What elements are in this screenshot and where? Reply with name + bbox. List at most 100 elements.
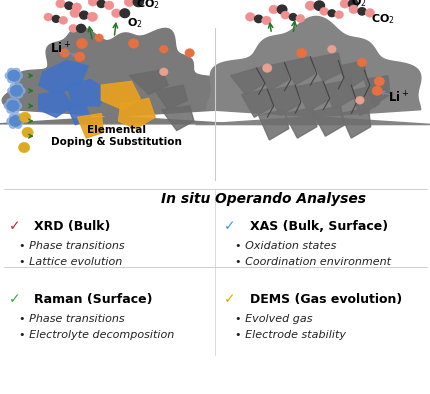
Text: CO$_2$: CO$_2$ <box>135 0 159 11</box>
Text: In situ: In situ <box>161 192 215 206</box>
Circle shape <box>10 84 17 90</box>
Circle shape <box>88 0 98 6</box>
Text: Li$^+$: Li$^+$ <box>49 41 71 57</box>
Circle shape <box>15 103 22 109</box>
Circle shape <box>295 15 304 22</box>
Circle shape <box>8 76 15 83</box>
Text: O$_2$: O$_2$ <box>350 0 366 9</box>
Text: ✓: ✓ <box>224 219 235 234</box>
Text: Operando Analyses: Operando Analyses <box>215 192 366 206</box>
Text: DEMS (Gas evolution): DEMS (Gas evolution) <box>249 293 401 306</box>
Polygon shape <box>258 110 288 140</box>
Circle shape <box>12 98 19 105</box>
Polygon shape <box>67 80 108 106</box>
Circle shape <box>8 70 20 81</box>
Circle shape <box>9 122 16 128</box>
Text: • Coordination environment: • Coordination environment <box>234 257 390 267</box>
Text: • Lattice evolution: • Lattice evolution <box>19 257 123 267</box>
Polygon shape <box>39 61 88 95</box>
Polygon shape <box>241 89 273 117</box>
Polygon shape <box>101 81 140 110</box>
Text: • Electrolyte decomposition: • Electrolyte decomposition <box>19 330 174 340</box>
Text: CO$_2$: CO$_2$ <box>370 12 393 26</box>
Polygon shape <box>0 27 235 124</box>
Circle shape <box>60 48 69 57</box>
Circle shape <box>18 87 25 94</box>
Polygon shape <box>363 76 389 106</box>
Circle shape <box>12 107 19 113</box>
Circle shape <box>97 0 105 7</box>
Circle shape <box>356 58 366 67</box>
Circle shape <box>8 69 15 75</box>
Polygon shape <box>312 106 344 136</box>
Circle shape <box>15 84 22 90</box>
Circle shape <box>159 45 168 53</box>
Circle shape <box>22 127 33 138</box>
Polygon shape <box>295 81 327 112</box>
Circle shape <box>371 86 381 95</box>
Circle shape <box>296 48 306 58</box>
Circle shape <box>80 11 88 19</box>
Circle shape <box>9 114 16 120</box>
Polygon shape <box>230 68 264 95</box>
Polygon shape <box>77 113 103 138</box>
Circle shape <box>334 11 343 19</box>
Text: • Evolved gas: • Evolved gas <box>234 314 312 324</box>
Text: • Electrode stability: • Electrode stability <box>234 330 345 340</box>
Text: • Oxidation states: • Oxidation states <box>234 241 335 251</box>
Circle shape <box>76 38 87 48</box>
Text: XRD (Bulk): XRD (Bulk) <box>34 220 111 233</box>
Polygon shape <box>118 98 155 128</box>
Polygon shape <box>350 85 378 115</box>
Circle shape <box>52 15 60 22</box>
Circle shape <box>262 64 271 72</box>
Circle shape <box>15 122 22 128</box>
Circle shape <box>77 24 85 32</box>
Circle shape <box>339 0 349 8</box>
Circle shape <box>4 103 11 109</box>
Circle shape <box>289 14 296 20</box>
Polygon shape <box>161 106 194 130</box>
Circle shape <box>95 34 103 42</box>
Text: ✓: ✓ <box>9 219 20 234</box>
Circle shape <box>184 48 194 57</box>
Polygon shape <box>267 85 299 115</box>
Circle shape <box>254 15 262 22</box>
Circle shape <box>59 16 68 24</box>
Circle shape <box>5 72 12 79</box>
Circle shape <box>8 87 15 94</box>
FancyBboxPatch shape <box>0 0 430 189</box>
Text: ✓: ✓ <box>9 292 20 307</box>
Polygon shape <box>310 53 342 81</box>
Circle shape <box>15 92 22 98</box>
Circle shape <box>111 9 121 18</box>
Polygon shape <box>284 57 314 85</box>
Circle shape <box>133 0 143 7</box>
Circle shape <box>327 45 335 53</box>
Circle shape <box>128 39 138 48</box>
Circle shape <box>327 10 335 17</box>
Circle shape <box>120 9 129 18</box>
Circle shape <box>15 114 22 120</box>
Circle shape <box>245 13 255 21</box>
Circle shape <box>15 72 22 79</box>
Circle shape <box>313 1 324 10</box>
Text: ✓: ✓ <box>224 292 235 307</box>
Circle shape <box>364 9 374 17</box>
Circle shape <box>268 5 278 14</box>
Circle shape <box>7 118 14 124</box>
Polygon shape <box>195 17 430 125</box>
Circle shape <box>280 11 289 19</box>
Polygon shape <box>129 70 168 95</box>
Circle shape <box>87 12 98 22</box>
Circle shape <box>10 92 17 98</box>
Polygon shape <box>155 85 187 110</box>
Circle shape <box>7 98 14 105</box>
Circle shape <box>124 0 134 7</box>
Polygon shape <box>284 108 316 138</box>
Text: XAS (Bulk, Surface): XAS (Bulk, Surface) <box>249 220 387 233</box>
Circle shape <box>65 2 73 9</box>
Circle shape <box>17 118 24 124</box>
Circle shape <box>55 0 65 8</box>
Circle shape <box>276 5 286 14</box>
